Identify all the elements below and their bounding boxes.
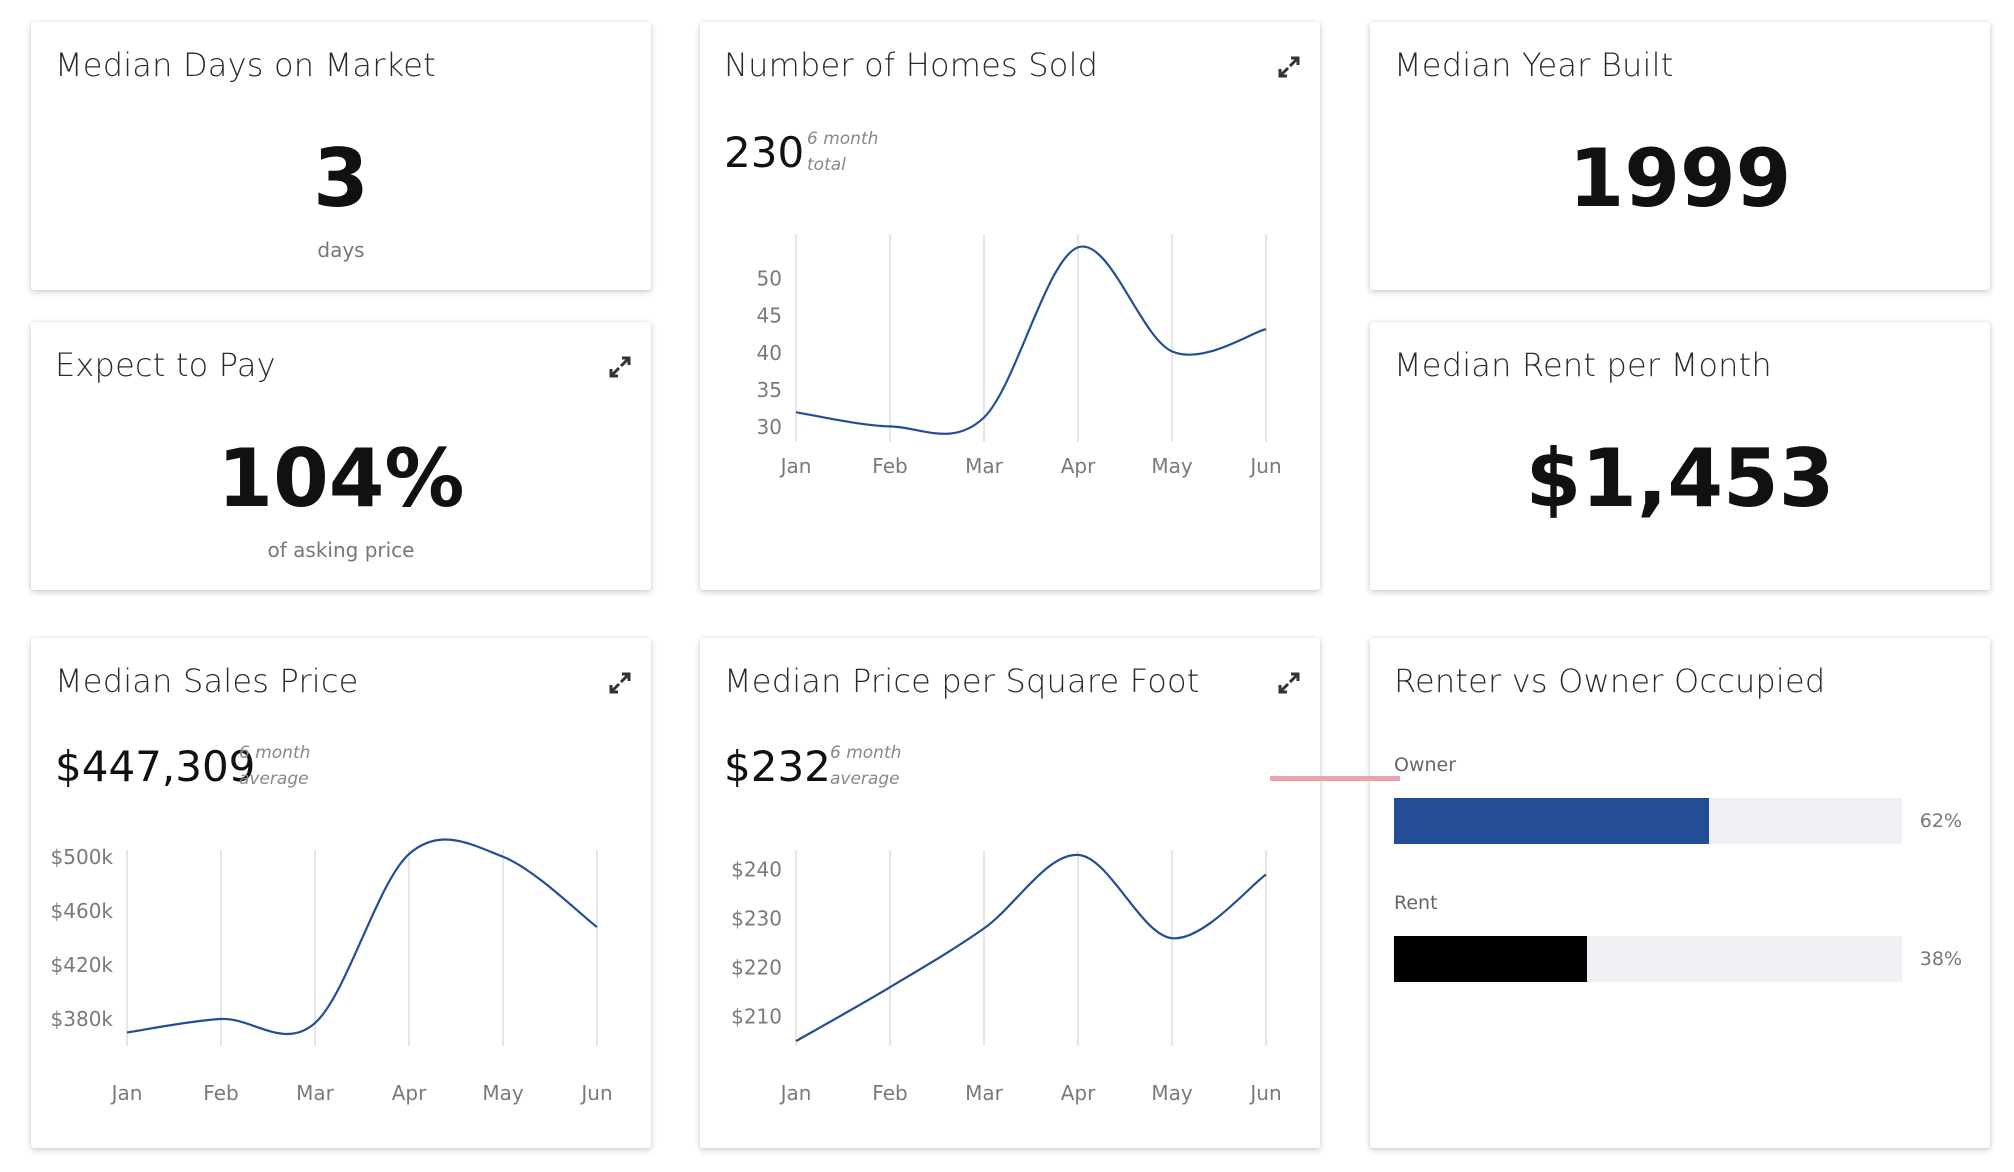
y-tick-label: $220 (731, 956, 782, 980)
x-tick-label: Jun (579, 1081, 612, 1105)
y-tick-label: 30 (757, 415, 782, 439)
y-tick-label: $380k (51, 1007, 114, 1031)
sales-price-line-chart: $500k $460k $420k $380k Jan Feb Mar Apr May Jun (51, 838, 613, 1105)
card-title: Number of Homes Sold (724, 46, 1099, 84)
note-line-1: 6 month (830, 743, 902, 763)
series-line (795, 853, 1267, 1043)
sales-price-average: $447,309 (55, 742, 256, 791)
rent-bar-fill (1394, 936, 1588, 982)
median-rent-value: $1,453 (1525, 432, 1835, 525)
x-tick-label: Apr (1061, 1081, 1096, 1105)
x-tick-label: Jun (1248, 1081, 1281, 1105)
x-tick-label: Jan (779, 1081, 812, 1105)
card-median-sales-price: Median Sales Price $447,309 6 month aver… (31, 638, 651, 1148)
card-median-price-per-square-foot: Median Price per Square Foot $232 6 mont… (700, 638, 1320, 1148)
series-line (126, 838, 598, 1036)
series-line (795, 245, 1267, 435)
card-median-year-built: Median Year Built 1999 (1370, 22, 1990, 290)
card-title: Median Days on Market (55, 46, 436, 84)
y-tick-label: $500k (51, 845, 114, 869)
days-unit-label: days (317, 238, 365, 262)
asking-price-label: of asking price (267, 538, 415, 562)
card-title: Median Price per Square Foot (724, 662, 1200, 700)
x-tick-label: Feb (872, 1081, 907, 1105)
days-on-market-value: 3 (313, 132, 369, 225)
x-tick-label: Mar (965, 1081, 1004, 1105)
y-tick-label: 40 (757, 341, 782, 365)
x-tick-label: May (482, 1081, 524, 1105)
x-tick-label: May (1151, 1081, 1193, 1105)
card-title: Median Year Built (1394, 46, 1674, 84)
card-number-of-homes-sold: Number of Homes Sold 230 6 month total 5… (700, 22, 1320, 590)
expand-arrows-icon[interactable] (1276, 54, 1302, 80)
annotation-line (1270, 776, 1400, 781)
x-tick-label: Mar (965, 454, 1004, 478)
year-built-value: 1999 (1568, 132, 1792, 225)
owner-label: Owner (1394, 754, 1457, 776)
owner-bar-track (1394, 798, 1902, 844)
x-tick-label: Jan (110, 1081, 143, 1105)
expand-arrows-icon[interactable] (607, 354, 633, 380)
rent-label: Rent (1394, 892, 1438, 914)
y-tick-label: $420k (51, 953, 114, 977)
card-median-days-on-market: Median Days on Market 3 days (31, 22, 651, 290)
price-sqft-note: 6 month average (830, 740, 901, 792)
note-line-1: 6 month (807, 129, 879, 149)
y-tick-label: $240 (731, 858, 782, 882)
x-tick-label: May (1151, 454, 1193, 478)
expand-arrows-icon[interactable] (1276, 670, 1302, 696)
x-tick-label: Mar (296, 1081, 335, 1105)
rent-bar-track (1394, 936, 1902, 982)
homes-sold-note: 6 month total (807, 126, 878, 178)
y-tick-label: 45 (757, 304, 782, 328)
note-line-1: 6 month (239, 743, 311, 763)
card-median-rent-per-month: Median Rent per Month $1,453 (1370, 322, 1990, 590)
x-tick-label: Jan (779, 454, 812, 478)
sales-price-note: 6 month average (239, 740, 310, 792)
card-title: Renter vs Owner Occupied (1394, 662, 1826, 700)
x-tick-label: Apr (1061, 454, 1096, 478)
price-sqft-average: $232 (724, 742, 831, 791)
x-tick-label: Feb (203, 1081, 238, 1105)
y-tick-label: 35 (757, 378, 782, 402)
homes-sold-total: 230 (724, 128, 805, 177)
card-title: Median Sales Price (55, 662, 359, 700)
card-renter-vs-owner-occupied: Renter vs Owner Occupied Owner 62% Rent … (1370, 638, 1990, 1148)
note-line-2: average (239, 769, 309, 789)
card-title: Median Rent per Month (1394, 346, 1772, 384)
expand-arrows-icon[interactable] (607, 670, 633, 696)
card-title: Expect to Pay (55, 346, 276, 384)
x-tick-label: Apr (392, 1081, 427, 1105)
y-tick-label: $210 (731, 1005, 782, 1029)
owner-bar-fill (1394, 798, 1709, 844)
y-tick-label: 50 (757, 267, 782, 291)
x-tick-label: Jun (1248, 454, 1281, 478)
price-sqft-line-chart: $240 $230 $220 $210 Jan Feb Mar Apr May Jun (731, 850, 1282, 1105)
expect-to-pay-value: 104% (217, 432, 465, 525)
homes-sold-line-chart: 50 45 40 35 30 Jan Feb Mar Apr May Jun (757, 234, 1282, 478)
rent-percent: 38% (1919, 948, 1962, 970)
x-tick-label: Feb (872, 454, 907, 478)
note-line-2: average (830, 769, 900, 789)
card-expect-to-pay: Expect to Pay 104% of asking price (31, 322, 651, 590)
note-line-2: total (807, 155, 846, 175)
owner-percent: 62% (1919, 810, 1962, 832)
y-tick-label: $460k (51, 899, 114, 923)
y-tick-label: $230 (731, 907, 782, 931)
